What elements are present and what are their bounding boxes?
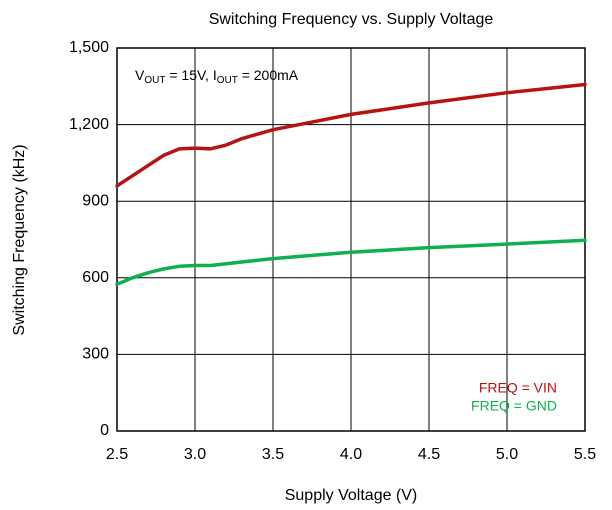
x-tick-label: 4.0 (340, 446, 362, 463)
x-tick-label: 2.5 (106, 446, 128, 463)
y-tick-label: 1,200 (69, 116, 109, 133)
y-tick-label: 600 (82, 269, 109, 286)
chart-title: Switching Frequency vs. Supply Voltage (209, 11, 494, 28)
annotation: VOUT = 15V, IOUT = 200mA (135, 67, 299, 86)
y-tick-label: 1,500 (69, 39, 109, 56)
series-line (115, 82, 587, 188)
annotation-part: OUT (217, 75, 238, 86)
annotation-part: OUT (144, 75, 165, 86)
annotation-part: = 200mA (238, 67, 299, 83)
legend-label: FREQ = VIN (479, 380, 557, 396)
x-tick-label: 5.5 (574, 446, 596, 463)
x-tick-label: 3.0 (184, 446, 206, 463)
y-tick-label: 300 (82, 346, 109, 363)
y-tick-label: 900 (82, 192, 109, 209)
x-tick-label: 3.5 (262, 446, 284, 463)
series-line (115, 238, 587, 286)
annotation-part: V (135, 67, 145, 83)
y-axis-label: Switching Frequency (kHz) (11, 144, 28, 335)
annotation-part: = 15V, I (165, 67, 216, 83)
x-tick-label: 4.5 (418, 446, 440, 463)
legend-label: FREQ = GND (471, 398, 557, 414)
x-axis-label: Supply Voltage (V) (285, 487, 418, 504)
y-tick-label: 0 (100, 422, 109, 439)
x-tick-label: 5.0 (496, 446, 518, 463)
